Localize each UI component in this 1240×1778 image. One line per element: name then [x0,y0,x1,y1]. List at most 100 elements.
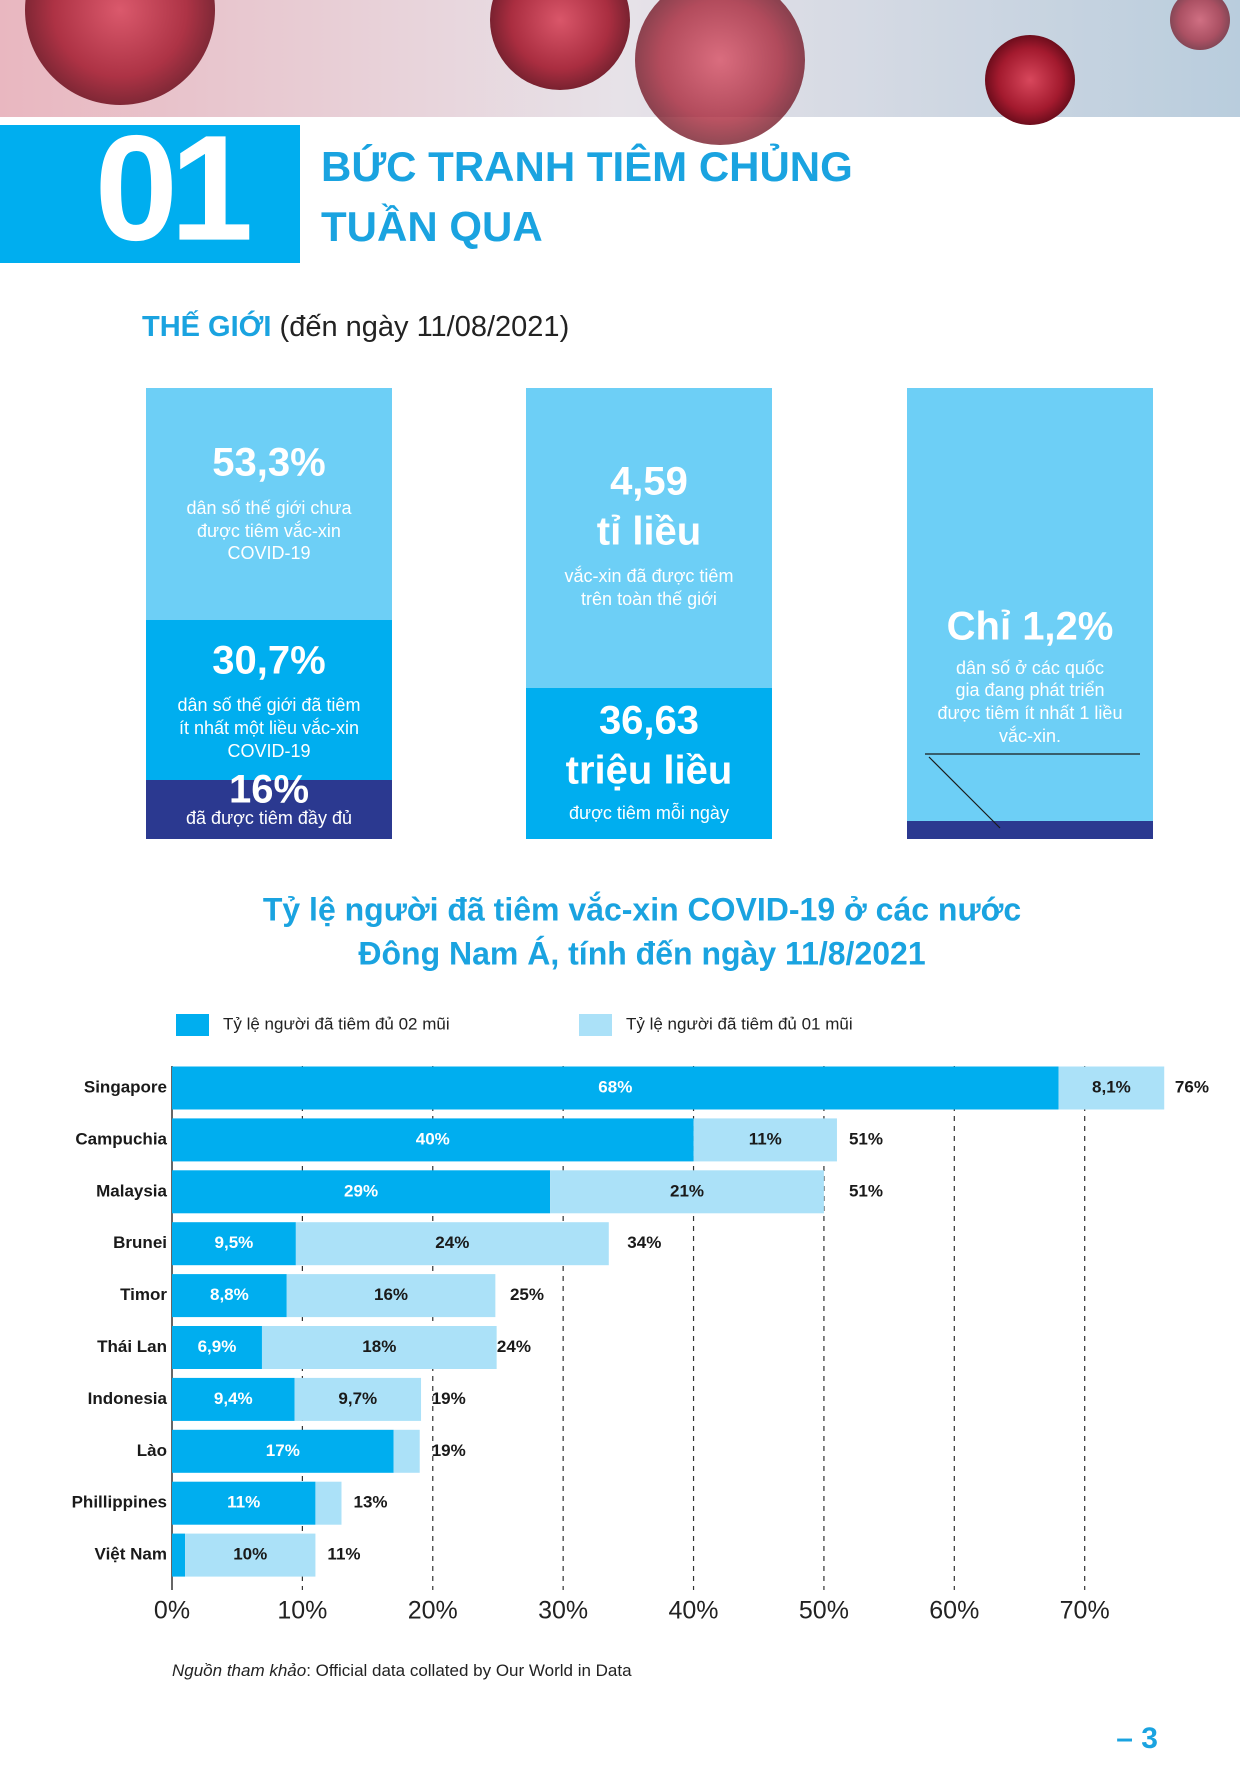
source-text: : Official data collated by Our World in… [306,1661,632,1680]
stat-value: 53,3% [212,441,325,485]
value-label: 68% [598,1077,632,1096]
bar-segment [1058,1066,1165,1110]
value-label: 40% [416,1129,450,1148]
stat-text: dân số ở các quốc [956,658,1104,678]
x-tick-label: 60% [929,1597,979,1625]
bar-segment [550,1170,824,1214]
value-label: 21% [670,1181,704,1200]
bar-segment [172,1481,316,1525]
legend-swatch [176,1014,209,1036]
stat-text: COVID-19 [227,741,310,761]
total-label: 13% [354,1493,388,1512]
category-label: Malaysia [96,1181,167,1200]
bar-segment [294,1377,422,1421]
page-number: – 3 [1116,1722,1158,1755]
stat-box [526,688,772,839]
legend-label: Tỷ lệ người đã tiêm đủ 02 mũi [223,1014,450,1033]
stat-box [146,388,392,620]
bar-segment [693,1118,837,1162]
bar-segment [172,1326,262,1369]
x-tick-label: 0% [154,1597,190,1625]
stat-text: trên toàn thế giới [581,589,717,609]
world-label: THẾ GIỚI [142,309,271,343]
stat-text: được tiêm vắc-xin [197,520,341,541]
bar-segment [172,1118,694,1162]
category-label: Indonesia [88,1389,168,1408]
bar-segment [185,1533,316,1577]
stat-value: tỉ liều [597,510,701,554]
x-tick-label: 40% [669,1597,719,1625]
value-label: 18% [362,1337,396,1356]
value-label: 24% [435,1233,469,1252]
x-tick-label: 50% [799,1597,849,1625]
x-tick-label: 30% [538,1597,588,1625]
total-label: 34% [627,1233,661,1252]
stat-text: gia đang phát triển [955,680,1104,700]
stat-value: triệu liều [566,749,733,793]
stat-value: 30,7% [212,639,325,683]
bar-segment [172,1066,1059,1110]
banner [0,0,1240,145]
value-label: 8,8% [210,1285,249,1304]
category-label: Thái Lan [97,1337,167,1356]
bar-segment [172,1274,287,1318]
value-label: 6,9% [198,1337,237,1356]
total-label: 19% [432,1389,466,1408]
value-label: 17% [266,1441,300,1460]
stat-text: dân số thế giới chưa [187,498,353,518]
value-label: 11% [749,1129,782,1148]
total-label: 51% [849,1129,883,1148]
stat-text: vắc-xin đã được tiêm [565,565,734,586]
category-label: Lào [137,1441,167,1460]
stat-text: ít nhất một liều vắc-xin [179,717,359,738]
stat-value: Chỉ 1,2% [947,605,1114,649]
category-label: Brunei [113,1233,167,1252]
stat-text: vắc-xin. [999,725,1061,746]
bar-segment [172,1533,186,1577]
chart-title: Đông Nam Á, tính đến ngày 11/8/2021 [358,935,925,971]
stat-box [146,620,392,780]
total-label: 76% [1175,1077,1209,1096]
section-title: TUẦN QUA [321,203,543,250]
stat-value: 36,63 [599,699,699,743]
bar-segment [172,1377,295,1421]
value-label: 11% [227,1493,260,1512]
bar-segment [295,1222,609,1266]
world-heading: THẾ GIỚI (đến ngày 11/08/2021) [142,309,569,343]
category-label: Việt Nam [95,1545,167,1564]
category-label: Timor [120,1285,167,1304]
number-block [0,125,300,263]
total-label: 11% [327,1545,360,1564]
bar-segment [393,1429,420,1473]
x-tick-label: 70% [1060,1597,1110,1625]
stat-text: đã được tiêm đầy đủ [186,808,352,828]
stat-value: 16% [229,768,309,812]
stat-box [907,388,1153,821]
bar-segment [315,1481,342,1525]
value-label: 9,5% [215,1233,254,1252]
stat-box [526,388,772,688]
stat-text: COVID-19 [227,543,310,563]
value-label: 9,7% [338,1389,377,1408]
x-tick-label: 20% [408,1597,458,1625]
value-label: 16% [374,1285,408,1304]
bar-segment [172,1170,551,1214]
value-label: 10% [233,1545,267,1564]
pointer-line [928,756,1001,829]
bar-segment [172,1222,296,1266]
category-label: Campuchia [75,1129,167,1148]
stat-box [907,821,1153,839]
bar-segment [286,1274,496,1318]
stat-value: 4,59 [610,460,688,504]
world-date: (đến ngày 11/08/2021) [280,311,570,343]
category-label: Phillippines [72,1493,167,1512]
chart-title: Tỷ lệ người đã tiêm vắc-xin COVID-19 ở c… [263,891,1021,927]
stat-text: được tiêm mỗi ngày [569,802,729,823]
total-label: 51% [849,1181,883,1200]
category-label: Singapore [84,1077,167,1096]
x-tick-label: 10% [277,1597,327,1625]
legend-swatch [579,1014,612,1036]
source: Nguồn tham khảo: Official data collated … [172,1661,632,1680]
total-label: 25% [510,1285,544,1304]
